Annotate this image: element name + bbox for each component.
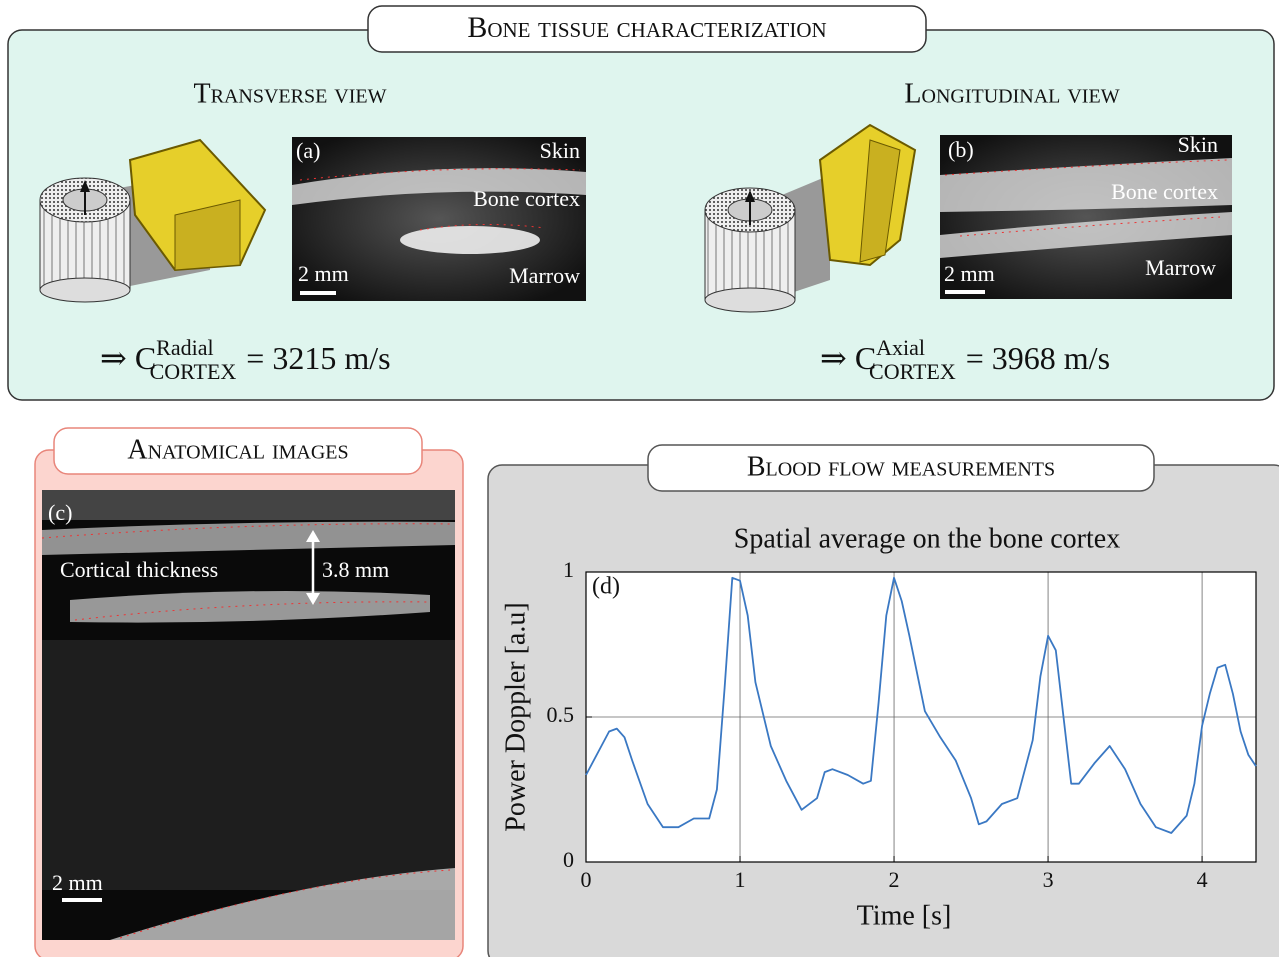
- x-tick-label: 1: [735, 867, 746, 892]
- scale-label: 2 mm: [944, 261, 995, 286]
- y-tick-label: 0.5: [547, 702, 575, 727]
- x-tick-label: 3: [1043, 867, 1054, 892]
- image-label: Skin: [540, 138, 580, 163]
- panel-label: (a): [296, 138, 320, 163]
- view-title: Transverse view: [194, 78, 387, 109]
- image-label: Bone cortex: [473, 186, 580, 211]
- panel-title: Bone tissue characterization: [467, 11, 826, 44]
- y-tick-label: 0: [563, 847, 574, 872]
- image-label: Marrow: [1145, 255, 1216, 280]
- panel-label: (c): [48, 500, 72, 525]
- x-axis-label: Time [s]: [857, 900, 952, 931]
- panel-label: (b): [948, 137, 974, 162]
- panel-title: Anatomical images: [127, 434, 348, 465]
- view-title: Longitudinal view: [904, 78, 1119, 109]
- chart-title: Spatial average on the bone cortex: [734, 523, 1120, 554]
- y-tick-label: 1: [563, 557, 574, 582]
- x-tick-label: 0: [581, 867, 592, 892]
- panel-title: Blood flow measurements: [747, 451, 1055, 482]
- scale-label: 2 mm: [298, 261, 349, 286]
- x-tick-label: 4: [1197, 867, 1208, 892]
- x-tick-label: 2: [889, 867, 900, 892]
- y-axis-label: Power Doppler [a.u]: [500, 602, 531, 831]
- image-label: Bone cortex: [1111, 179, 1218, 204]
- image-label: Marrow: [509, 263, 580, 288]
- image-label: Skin: [1178, 132, 1218, 157]
- panel-label: (d): [592, 574, 620, 600]
- scale-label: 2 mm: [52, 870, 103, 895]
- image-label: Cortical thickness: [60, 557, 218, 582]
- image-label: 3.8 mm: [322, 557, 389, 582]
- figure: Bone tissue characterization Transverse …: [0, 0, 1279, 957]
